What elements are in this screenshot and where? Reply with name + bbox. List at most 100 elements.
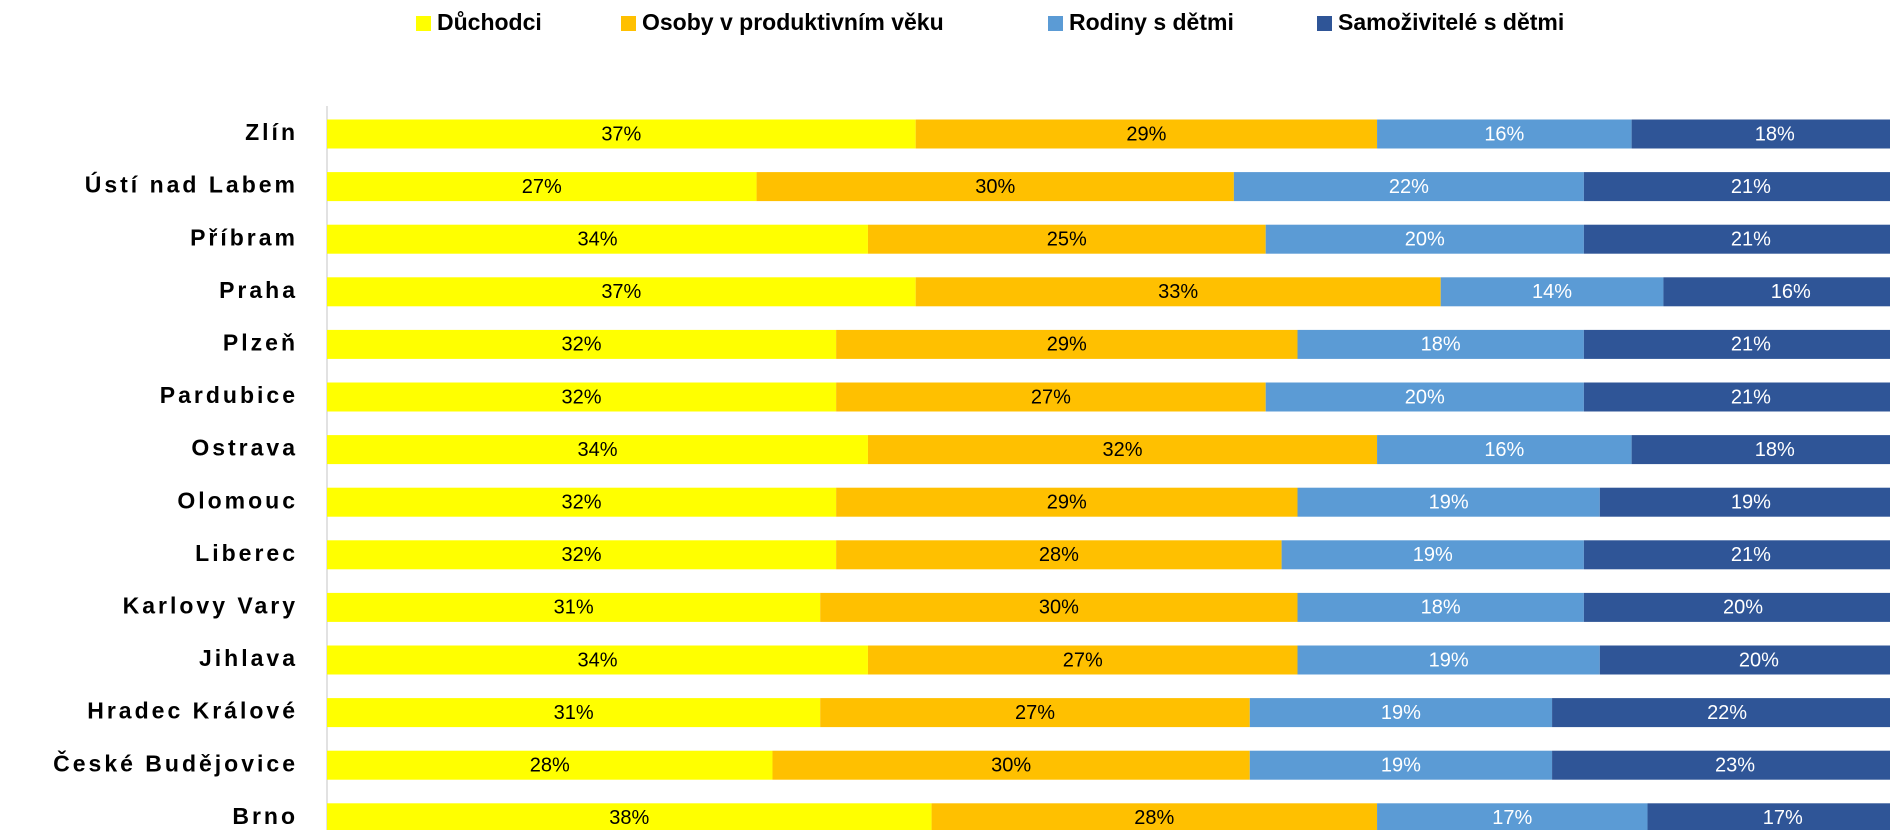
bar-segment	[327, 540, 837, 570]
y-tick-label: Ústí nad Labem	[85, 171, 298, 198]
legend-label: Samoživitelé s dětmi	[1338, 9, 1564, 35]
data-label: 37%	[601, 281, 641, 303]
data-label: 19%	[1731, 491, 1771, 513]
bar-segment	[1297, 592, 1584, 622]
bar-segment	[327, 592, 821, 622]
bar-segment	[931, 803, 1378, 830]
bar-segment	[756, 172, 1234, 202]
bar-segment	[1249, 750, 1553, 780]
legend-label: Důchodci	[437, 9, 542, 35]
bar-segment	[327, 382, 837, 412]
bar-segment	[1297, 645, 1600, 675]
bar-segment	[915, 277, 1441, 307]
bar-segment	[1377, 119, 1632, 149]
data-label: 14%	[1532, 281, 1572, 303]
data-label: 33%	[1158, 281, 1198, 303]
data-label: 21%	[1731, 386, 1771, 408]
bar-segment	[1265, 224, 1584, 254]
y-tick-label: Příbram	[190, 224, 298, 250]
bar-segment	[1631, 435, 1890, 465]
y-tick-label: Hradec Králové	[87, 698, 298, 724]
data-label: 29%	[1047, 491, 1087, 513]
bar-segment	[836, 382, 1266, 412]
bar-segment	[1599, 487, 1890, 517]
data-label: 17%	[1492, 807, 1532, 829]
data-label: 29%	[1126, 123, 1166, 145]
bar-segment	[327, 698, 821, 728]
data-label: 34%	[577, 649, 617, 671]
data-label: 16%	[1771, 281, 1811, 303]
data-label: 18%	[1421, 597, 1461, 619]
y-tick-label: České Budějovice	[53, 749, 298, 776]
data-label: 37%	[601, 123, 641, 145]
bar-segment	[1583, 329, 1890, 359]
bar-segment	[1583, 540, 1890, 570]
legend-swatch	[1048, 16, 1063, 31]
bar-segment	[820, 592, 1298, 622]
bar-segment	[915, 119, 1378, 149]
bar-segment	[1297, 487, 1600, 517]
data-label: 32%	[562, 386, 602, 408]
bar-segment	[772, 750, 1250, 780]
bar-segment	[327, 172, 757, 202]
bar-segment	[1249, 698, 1553, 728]
legend-swatch	[1317, 16, 1332, 31]
data-label: 32%	[562, 544, 602, 566]
data-label: 30%	[1039, 597, 1079, 619]
data-label: 32%	[562, 491, 602, 513]
data-label: 18%	[1755, 439, 1795, 461]
bar-segment	[327, 487, 837, 517]
data-label: 19%	[1429, 491, 1469, 513]
data-label: 32%	[562, 334, 602, 356]
bar-segment	[327, 803, 932, 830]
bar-segment	[1583, 224, 1890, 254]
data-label: 28%	[1039, 544, 1079, 566]
legend-label: Rodiny s dětmi	[1069, 9, 1234, 35]
bar-segment	[327, 277, 916, 307]
data-label: 21%	[1731, 228, 1771, 250]
legend-label: Osoby v produktivním věku	[642, 9, 944, 35]
data-label: 21%	[1731, 544, 1771, 566]
data-label: 27%	[522, 176, 562, 198]
bar-segment	[327, 750, 773, 780]
data-label: 28%	[1134, 807, 1174, 829]
data-label: 19%	[1381, 754, 1421, 776]
data-label: 27%	[1015, 702, 1055, 724]
data-label: 29%	[1047, 334, 1087, 356]
y-tick-label: Pardubice	[160, 382, 298, 408]
bar-segment	[327, 224, 868, 254]
bar-segment	[836, 540, 1282, 570]
data-label: 34%	[577, 439, 617, 461]
data-label: 21%	[1731, 176, 1771, 198]
bar-segment	[836, 487, 1298, 517]
data-label: 16%	[1484, 439, 1524, 461]
y-tick-label: Praha	[219, 277, 298, 303]
data-label: 19%	[1429, 649, 1469, 671]
y-tick-label: Jihlava	[199, 645, 298, 671]
bar-segment	[1377, 803, 1648, 830]
data-label: 16%	[1484, 123, 1524, 145]
data-label: 28%	[530, 754, 570, 776]
data-label: 30%	[991, 754, 1031, 776]
bar-segment	[1631, 119, 1890, 149]
y-tick-label: Plzeň	[223, 329, 298, 355]
data-label: 27%	[1031, 386, 1071, 408]
bar-segment	[1297, 329, 1584, 359]
y-tick-label: Karlovy Vary	[123, 592, 298, 618]
bar-segment	[1552, 750, 1890, 780]
bar-segment	[867, 435, 1378, 465]
bar-segment	[1583, 172, 1890, 202]
data-label: 22%	[1389, 176, 1429, 198]
bar-segment	[836, 329, 1298, 359]
data-label: 18%	[1755, 123, 1795, 145]
bar-segment	[1281, 540, 1584, 570]
data-label: 20%	[1723, 597, 1763, 619]
bar-segment	[1233, 172, 1584, 202]
data-label: 20%	[1405, 228, 1445, 250]
bar-segment	[867, 645, 1298, 675]
bar-segment	[1599, 645, 1890, 675]
data-label: 32%	[1102, 439, 1142, 461]
bar-segment	[327, 119, 916, 149]
bar-segment	[1663, 277, 1890, 307]
